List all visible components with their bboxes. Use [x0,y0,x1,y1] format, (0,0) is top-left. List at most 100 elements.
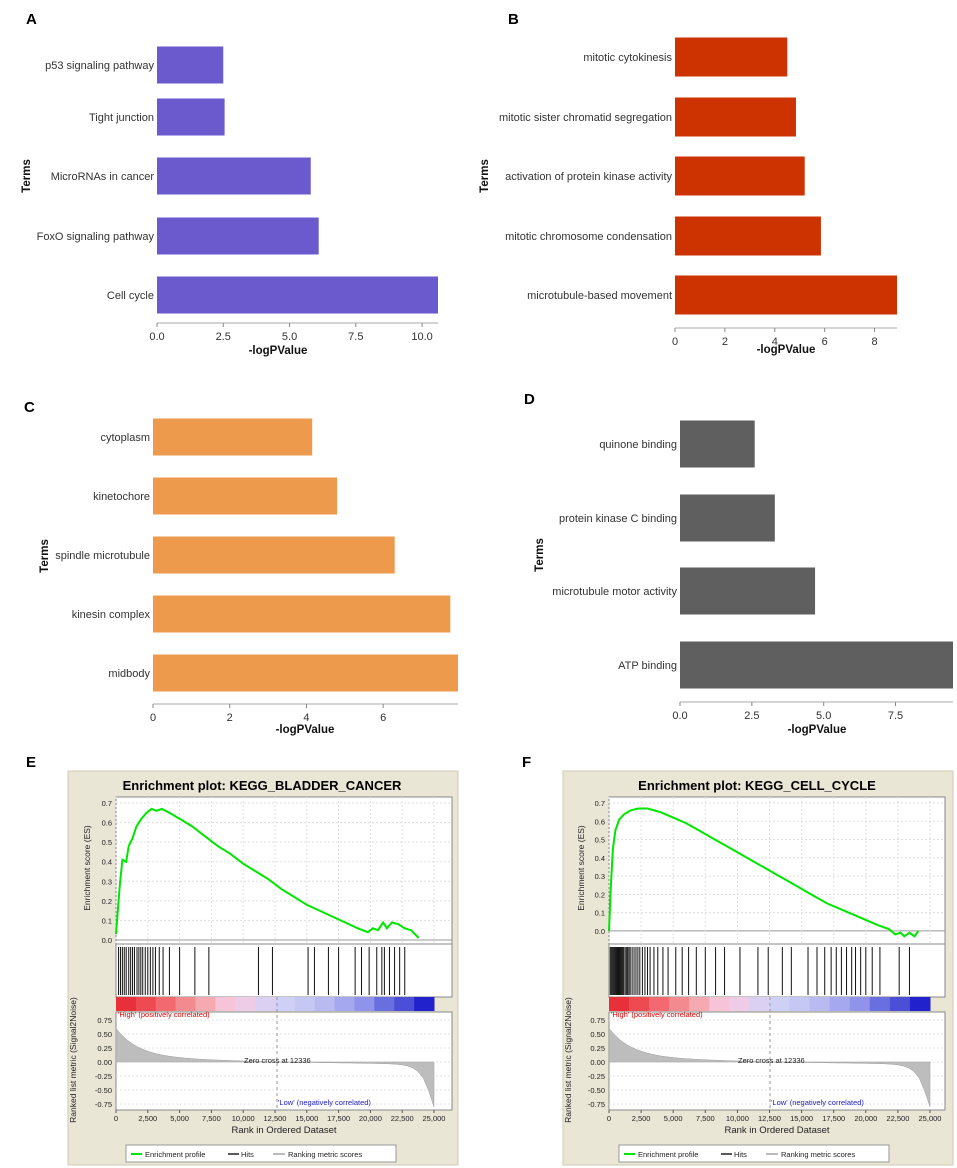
x-tick-label-f-10: 25,000 [919,1114,942,1123]
x-tick-label-c-0: 0 [150,712,156,724]
category-label-d-0: quinone binding [599,439,677,451]
metric-tick-label-f-6: -0.75 [588,1100,605,1109]
x-axis-title-b: -logPValue [757,344,816,356]
zero-cross-f: Zero cross at 12336 [738,1056,805,1065]
heat-cell-f-2 [649,997,670,1011]
bar-b-1 [675,97,796,137]
legend-item-e-ranking: Ranking metric scores [288,1150,362,1159]
bar-d-1 [680,494,775,542]
category-label-b-3: mitotic chromosome condensation [505,231,672,243]
category-label-a-2: MicroRNAs in cancer [51,171,155,183]
gsea-title-f: Enrichment plot: KEGG_CELL_CYCLE [638,778,876,793]
bar-d-3 [680,641,953,689]
metric-tick-label-e-5: -0.50 [95,1086,112,1095]
category-label-a-0: p53 signaling pathway [45,60,154,72]
es-tick-label-f-7: 0.7 [595,799,605,808]
category-label-b-2: activation of protein kinase activity [505,171,672,183]
x-tick-label-e-10: 25,000 [423,1114,446,1123]
bar-a-3 [157,217,319,255]
es-tick-label-f-6: 0.6 [595,817,605,826]
y-axis-title-d: Terms [534,538,546,572]
heat-cell-f-8 [769,997,791,1011]
x-tick-label-e-1: 2,500 [138,1114,157,1123]
category-label-c-0: cytoplasm [100,432,150,444]
heat-cell-e-6 [235,997,256,1011]
es-tick-label-f-4: 0.4 [595,854,605,863]
category-label-b-1: mitotic sister chromatid segregation [499,112,672,124]
category-label-a-3: FoxO signaling pathway [37,231,155,243]
heat-cell-e-5 [215,997,236,1011]
bar-b-4 [675,275,897,315]
bar-chart-d: quinone binding protein kinase C binding m… [534,420,953,736]
es-tick-label-f-1: 0.1 [595,909,605,918]
x-tick-label-c-3: 6 [380,712,386,724]
metric-tick-label-f-2: 0.25 [590,1044,605,1053]
es-tick-label-e-0: 0.0 [102,936,112,945]
legend-item-e-hits: Hits [241,1150,254,1159]
x-tick-label-f-6: 15,000 [790,1114,813,1123]
category-label-a-4: Cell cycle [107,290,154,302]
metric-tick-label-f-5: -0.50 [588,1086,605,1095]
heat-cell-f-0 [609,997,630,1011]
es-tick-label-e-6: 0.6 [102,819,112,828]
x-axis-title-d: -logPValue [788,724,847,736]
ranking-metric-area-e [115,1027,435,1107]
bar-c-2 [153,536,395,574]
category-label-b-4: microtubule-based movement [527,290,672,302]
heat-cell-e-1 [135,997,157,1011]
x-tick-label-a-1: 2.5 [216,331,231,343]
high-label-f: 'High' (positively correlated) [611,1010,703,1019]
category-label-c-3: kinesin complex [72,609,151,621]
heat-cell-e-10 [314,997,336,1011]
x-tick-label-a-3: 7.5 [348,331,363,343]
x-tick-label-f-5: 12,500 [758,1114,781,1123]
x-tick-label-b-1: 2 [722,336,728,348]
metric-tick-label-e-2: 0.25 [97,1044,112,1053]
es-tick-label-e-3: 0.3 [102,877,112,886]
x-axis-title-e: Rank in Ordered Dataset [231,1125,336,1136]
x-tick-label-d-2: 5.0 [816,710,831,722]
bar-chart-b: mitotic cytokinesis mitotic sister chroma… [479,37,897,356]
bar-c-3 [153,595,451,633]
x-axis-title-c: -logPValue [276,724,335,736]
ranking-metric-area-f [608,1027,931,1107]
x-tick-label-e-5: 12,500 [264,1114,287,1123]
heat-cell-f-15 [909,997,931,1011]
metric-tick-label-e-6: -0.75 [95,1100,112,1109]
category-label-d-1: protein kinase C binding [559,513,677,525]
gsea-plot-e: Enrichment plot: KEGG_BLADDER_CANCER 0.0… [67,770,459,1166]
bar-a-0 [157,46,224,84]
es-tick-label-e-4: 0.4 [102,858,112,867]
bar-b-3 [675,216,821,256]
bar-d-0 [680,420,755,468]
x-tick-label-e-4: 10,000 [232,1114,255,1123]
y-axis-title-b: Terms [479,159,491,193]
enrichment-curve-e [115,807,420,939]
heat-cell-e-13 [374,997,395,1011]
metric-tick-label-e-4: -0.25 [95,1072,112,1081]
panel-label-c: C [24,399,35,416]
heat-cell-e-14 [394,997,415,1011]
es-tick-label-f-5: 0.5 [595,836,605,845]
x-tick-label-e-0: 0 [114,1114,118,1123]
heat-cell-f-11 [829,997,851,1011]
bar-c-0 [153,418,313,456]
legend-item-f-profile: Enrichment profile [638,1150,698,1159]
es-tick-label-f-2: 0.2 [595,890,605,899]
category-label-c-2: spindle microtubule [55,550,150,562]
gsea-plot-f: Enrichment plot: KEGG_CELL_CYCLE 0.0 0.1 0… [562,770,954,1166]
x-tick-label-c-1: 2 [227,712,233,724]
bar-chart-a: p53 signaling pathway Tight junction Micro… [21,46,438,357]
x-tick-label-d-1: 2.5 [744,710,759,722]
x-tick-label-b-2: 4 [772,336,778,348]
heat-cell-e-8 [275,997,296,1011]
low-label-e: 'Low' (negatively correlated) [278,1098,371,1107]
metric-tick-label-f-4: -0.25 [588,1072,605,1081]
heat-cell-f-12 [849,997,871,1011]
x-tick-label-d-0: 0.0 [672,710,687,722]
heat-cell-f-4 [689,997,710,1011]
heat-cell-f-14 [889,997,911,1011]
es-tick-label-e-1: 0.1 [102,916,112,925]
x-tick-label-b-0: 0 [672,336,678,348]
bar-a-4 [157,276,438,314]
